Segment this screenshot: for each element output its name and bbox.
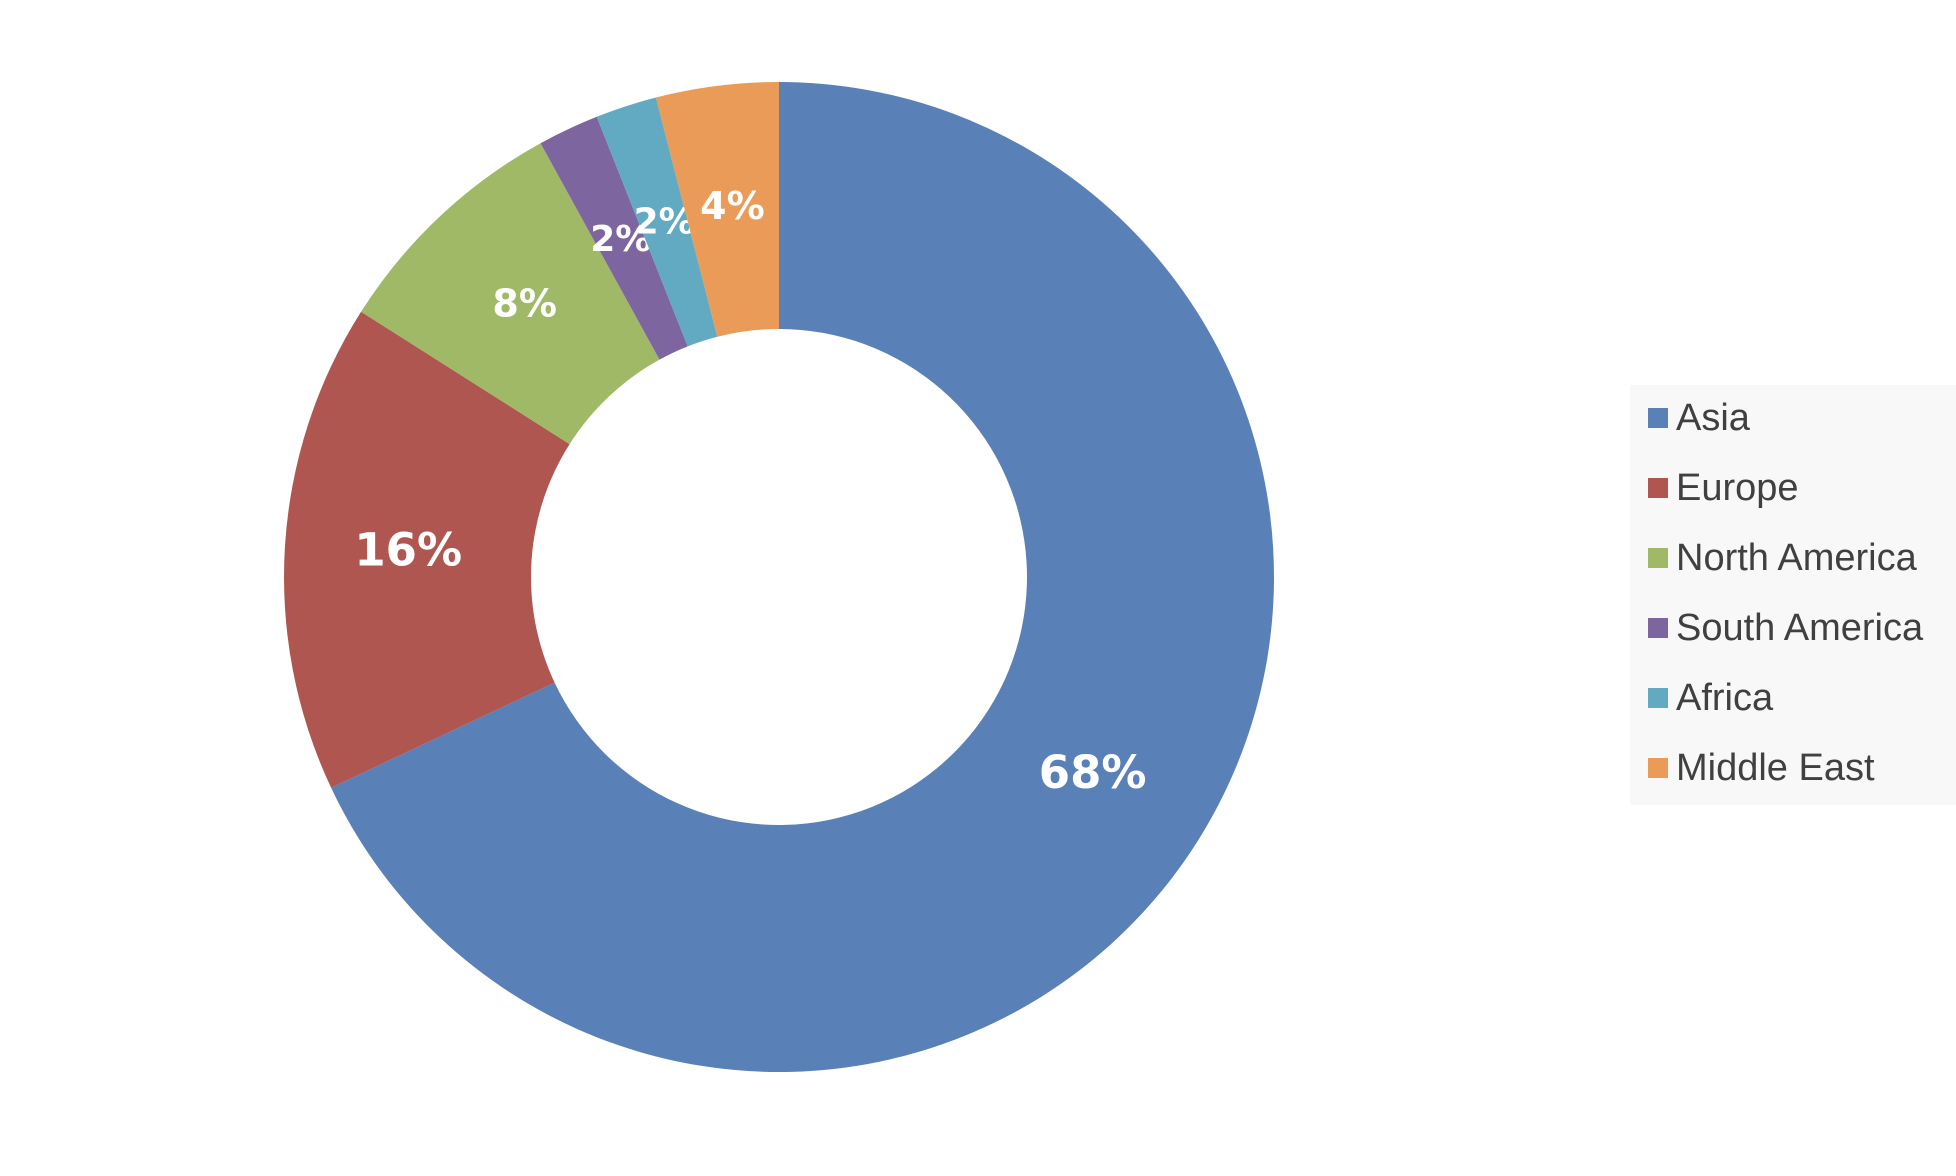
legend-swatch: [1648, 548, 1668, 568]
donut-slice: [284, 311, 570, 788]
legend-label: Middle East: [1676, 747, 1875, 789]
legend-swatch: [1648, 758, 1668, 778]
legend-label: Europe: [1676, 467, 1799, 509]
legend-label: Asia: [1676, 397, 1751, 439]
value-label: 16%: [354, 524, 462, 577]
value-label: 8%: [492, 282, 557, 326]
legend-box: [1630, 385, 1956, 805]
legend-label: South America: [1676, 607, 1924, 649]
legend-swatch: [1648, 408, 1668, 428]
legend-swatch: [1648, 688, 1668, 708]
value-label: 68%: [1039, 746, 1147, 799]
legend-label: North America: [1676, 537, 1918, 579]
legend-swatch: [1648, 618, 1668, 638]
donut-slice: [540, 116, 688, 360]
value-label: 4%: [700, 184, 765, 228]
donut-slice: [596, 97, 718, 347]
donut-slice: [655, 82, 779, 337]
donut-slice: [331, 82, 1274, 1072]
donut-slice: [361, 143, 660, 445]
legend-swatch: [1648, 478, 1668, 498]
legend-label: Africa: [1676, 677, 1774, 719]
